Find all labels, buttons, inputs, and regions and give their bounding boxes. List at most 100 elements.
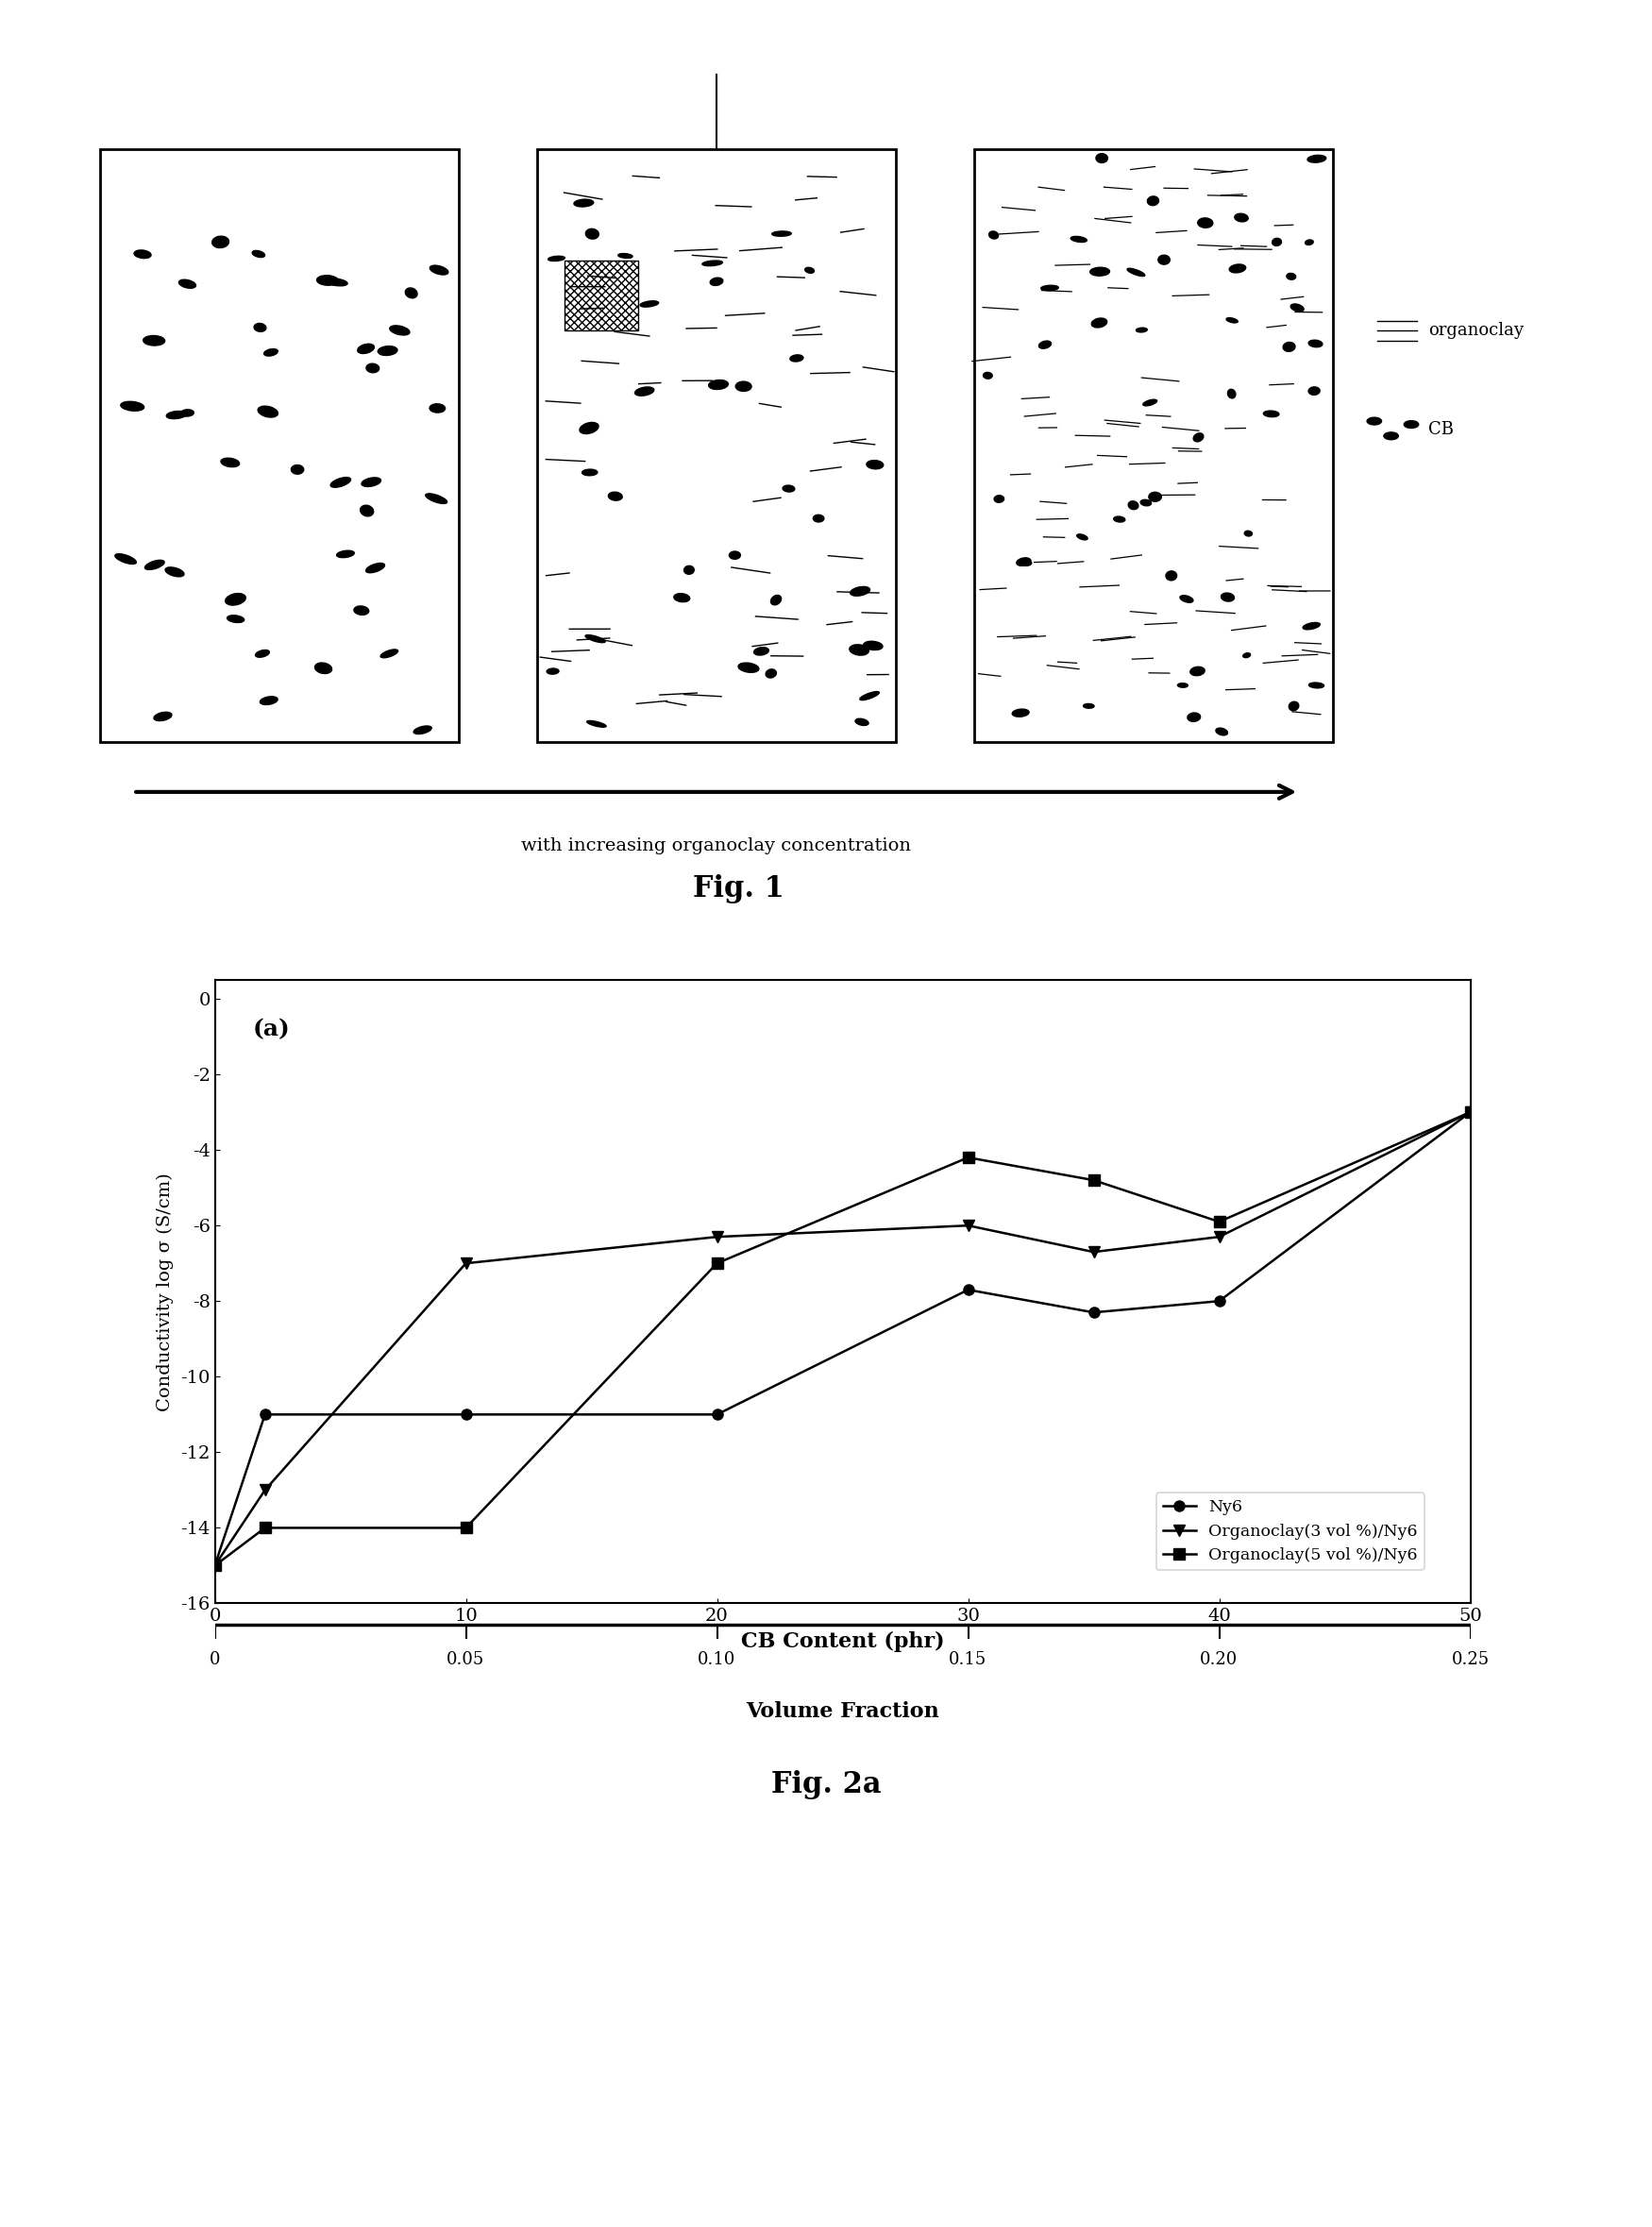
Organoclay(5 vol %)/Ny6: [707, 1249, 727, 1276]
Organoclay(3 vol %)/Ny6: [1084, 1238, 1104, 1265]
Ellipse shape: [990, 232, 998, 238]
Ellipse shape: [225, 592, 246, 606]
Ellipse shape: [357, 343, 375, 354]
Ellipse shape: [1308, 387, 1320, 394]
Ellipse shape: [1166, 570, 1176, 581]
Ellipse shape: [849, 644, 869, 655]
Ellipse shape: [167, 412, 187, 419]
Ny6: [1084, 1298, 1104, 1325]
Text: 0.05: 0.05: [446, 1652, 486, 1668]
Ellipse shape: [165, 568, 183, 577]
Ellipse shape: [674, 592, 691, 601]
Ellipse shape: [771, 232, 791, 236]
Ellipse shape: [1148, 492, 1161, 501]
Ellipse shape: [639, 301, 659, 307]
Ellipse shape: [805, 267, 814, 274]
Ellipse shape: [783, 485, 795, 492]
Ellipse shape: [864, 641, 882, 650]
Ellipse shape: [330, 477, 350, 488]
Ellipse shape: [325, 278, 347, 285]
Ellipse shape: [709, 381, 729, 390]
Ellipse shape: [1193, 432, 1204, 441]
Ellipse shape: [1189, 666, 1204, 675]
Ellipse shape: [178, 281, 197, 287]
Ellipse shape: [390, 325, 410, 334]
Ellipse shape: [1178, 684, 1188, 688]
Line: Organoclay(3 vol %)/Ny6: Organoclay(3 vol %)/Ny6: [210, 1107, 1475, 1570]
Organoclay(3 vol %)/Ny6: [254, 1477, 274, 1503]
Ellipse shape: [586, 722, 606, 728]
Ellipse shape: [585, 272, 600, 278]
Ellipse shape: [121, 401, 144, 412]
Ellipse shape: [134, 249, 150, 258]
Ellipse shape: [291, 465, 304, 474]
Ellipse shape: [317, 276, 339, 285]
Ellipse shape: [1188, 713, 1201, 722]
Organoclay(3 vol %)/Ny6: [958, 1211, 978, 1238]
Ellipse shape: [1227, 390, 1236, 399]
Ellipse shape: [1092, 318, 1107, 327]
Ellipse shape: [430, 403, 444, 412]
Ellipse shape: [684, 566, 694, 575]
Text: 0.25: 0.25: [1452, 1652, 1488, 1668]
Bar: [565, 261, 638, 330]
Bar: [99, 149, 459, 742]
Organoclay(3 vol %)/Ny6: [1460, 1098, 1480, 1125]
Ellipse shape: [1307, 156, 1327, 163]
Ellipse shape: [983, 372, 993, 379]
Ellipse shape: [1113, 517, 1125, 521]
Line: Organoclay(5 vol %)/Ny6: Organoclay(5 vol %)/Ny6: [210, 1107, 1475, 1570]
Ellipse shape: [221, 459, 240, 468]
Ny6: [254, 1401, 274, 1428]
Ellipse shape: [1070, 236, 1087, 243]
Ellipse shape: [995, 494, 1004, 503]
Text: 0.10: 0.10: [697, 1652, 737, 1668]
Ellipse shape: [1272, 238, 1282, 245]
Ellipse shape: [1264, 410, 1279, 416]
Ny6: [456, 1401, 476, 1428]
Ellipse shape: [735, 381, 752, 392]
Ellipse shape: [211, 236, 230, 247]
Ellipse shape: [771, 595, 781, 606]
Ellipse shape: [264, 350, 278, 356]
Ellipse shape: [1140, 499, 1151, 506]
Ellipse shape: [1143, 399, 1156, 405]
Ellipse shape: [256, 650, 269, 657]
Ellipse shape: [851, 586, 871, 597]
Text: 0.15: 0.15: [948, 1652, 988, 1668]
Ellipse shape: [316, 664, 332, 673]
Text: with increasing organoclay concentration: with increasing organoclay concentration: [522, 837, 912, 855]
Ellipse shape: [618, 254, 633, 258]
Text: Fig. 2a: Fig. 2a: [771, 1770, 881, 1799]
Line: Ny6: Ny6: [210, 1107, 1475, 1570]
Ellipse shape: [1384, 432, 1398, 439]
Ellipse shape: [1023, 561, 1031, 566]
Ellipse shape: [180, 410, 193, 416]
Ellipse shape: [1221, 592, 1234, 601]
Ellipse shape: [1303, 624, 1320, 630]
Ellipse shape: [354, 606, 368, 615]
Text: Volume Fraction: Volume Fraction: [747, 1701, 938, 1721]
Y-axis label: Conductivity log σ (S/cm): Conductivity log σ (S/cm): [157, 1171, 173, 1412]
Ellipse shape: [380, 650, 398, 657]
Ellipse shape: [258, 405, 278, 416]
Ellipse shape: [1198, 218, 1213, 227]
Ellipse shape: [1039, 341, 1051, 350]
Organoclay(3 vol %)/Ny6: [1209, 1223, 1229, 1249]
Ellipse shape: [580, 423, 598, 434]
Organoclay(5 vol %)/Ny6: [1460, 1098, 1480, 1125]
Ellipse shape: [378, 345, 398, 356]
Ellipse shape: [1041, 285, 1059, 290]
Ellipse shape: [1226, 318, 1237, 323]
Organoclay(3 vol %)/Ny6: [456, 1249, 476, 1276]
Ellipse shape: [729, 552, 740, 559]
Ellipse shape: [813, 514, 824, 521]
Text: 0: 0: [210, 1652, 220, 1668]
Ellipse shape: [1229, 265, 1246, 272]
Organoclay(5 vol %)/Ny6: [1084, 1167, 1104, 1194]
Bar: [975, 149, 1333, 742]
Ellipse shape: [154, 713, 172, 722]
Ellipse shape: [1127, 269, 1145, 276]
Ellipse shape: [547, 668, 558, 675]
Ellipse shape: [1180, 595, 1193, 604]
